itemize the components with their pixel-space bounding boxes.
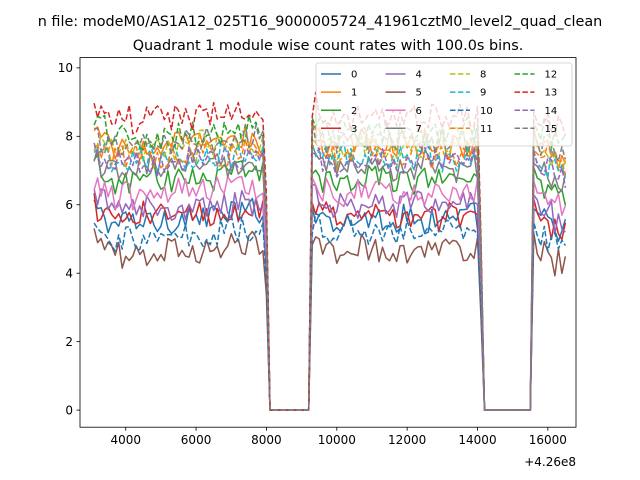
x-tick-label: 6000 — [181, 433, 212, 447]
legend-label-0: 0 — [351, 70, 357, 81]
y-axis: 0 2 4 6 8 10 — [58, 61, 80, 417]
x-tick-label: 14000 — [458, 433, 496, 447]
figure-suptitle: n file: modeM0/AS1A12_025T16_9000005724_… — [38, 14, 603, 30]
legend-label-5: 5 — [416, 88, 422, 99]
y-tick-label: 10 — [58, 61, 73, 75]
y-tick-label: 0 — [65, 403, 73, 417]
legend-label-14: 14 — [545, 106, 558, 117]
chart-title: Quadrant 1 module wise count rates with … — [133, 38, 524, 54]
y-tick-label: 8 — [65, 130, 73, 144]
legend-label-3: 3 — [351, 124, 357, 135]
legend-label-4: 4 — [416, 70, 422, 81]
x-tick-label: 16000 — [529, 433, 567, 447]
x-axis-offset-label: +4.26e8 — [524, 455, 576, 469]
y-tick-label: 2 — [65, 335, 73, 349]
legend-label-8: 8 — [480, 70, 486, 81]
x-axis: 4000 6000 8000 10000 12000 14000 16000 — [110, 427, 567, 447]
legend-label-10: 10 — [480, 106, 493, 117]
y-tick-label: 6 — [65, 198, 73, 212]
legend-label-2: 2 — [351, 106, 357, 117]
x-tick-label: 4000 — [110, 433, 141, 447]
legend-label-13: 13 — [545, 88, 558, 99]
y-tick-label: 4 — [65, 267, 73, 281]
x-tick-label: 12000 — [388, 433, 426, 447]
x-tick-label: 8000 — [251, 433, 282, 447]
x-tick-label: 10000 — [318, 433, 356, 447]
legend-label-6: 6 — [416, 106, 422, 117]
plot-frame — [79, 57, 577, 428]
legend-label-7: 7 — [416, 124, 422, 135]
legend-label-15: 15 — [545, 124, 558, 135]
legend-label-11: 11 — [480, 124, 493, 135]
legend-label-9: 9 — [480, 88, 486, 99]
legend-label-12: 12 — [545, 70, 558, 81]
legend-frame — [315, 62, 573, 147]
legend-label-1: 1 — [351, 88, 357, 99]
